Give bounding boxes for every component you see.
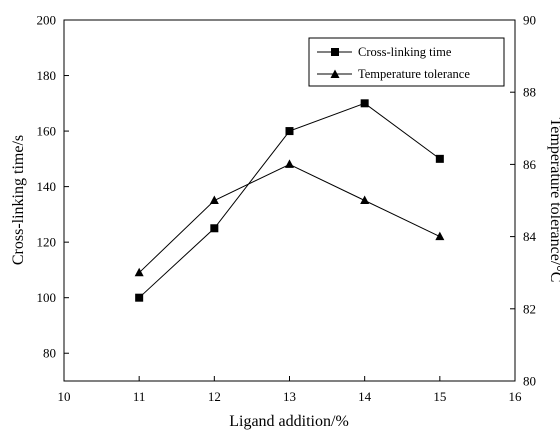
right-y-tick-label: 88 bbox=[523, 85, 536, 100]
x-axis-title: Ligand addition/% bbox=[229, 413, 349, 430]
right-y-tick-label: 86 bbox=[523, 157, 537, 172]
right-y-tick-label: 80 bbox=[523, 374, 536, 389]
legend-box bbox=[308, 37, 505, 87]
left-y-tick-label: 120 bbox=[37, 235, 57, 250]
legend-label-temperature: Temperature tolerance bbox=[358, 67, 470, 81]
left-y-tick-label: 100 bbox=[37, 290, 57, 305]
square-marker bbox=[360, 99, 369, 108]
triangle-marker bbox=[209, 195, 219, 204]
x-tick-label: 12 bbox=[208, 389, 221, 404]
x-tick-label: 13 bbox=[283, 389, 296, 404]
x-tick-label: 11 bbox=[133, 389, 146, 404]
legend-label-cross-linking: Cross-linking time bbox=[358, 45, 452, 59]
square-marker bbox=[210, 224, 219, 233]
triangle-marker bbox=[134, 267, 144, 277]
left-y-axis-title: Cross-linking time/s bbox=[10, 135, 27, 265]
left-y-tick-label: 160 bbox=[37, 124, 57, 139]
x-tick-label: 16 bbox=[509, 389, 523, 404]
left-y-tick-label: 180 bbox=[37, 68, 57, 83]
triangle-marker bbox=[435, 231, 445, 241]
right-y-tick-label: 82 bbox=[523, 301, 536, 316]
square-marker bbox=[285, 127, 294, 136]
legend-marker-triangle bbox=[330, 69, 340, 78]
axis-ticks: 10 11 12 13 14 15 1680100120140160180200808284… bbox=[37, 13, 537, 405]
triangle-marker bbox=[360, 195, 370, 204]
series-layer bbox=[134, 99, 445, 302]
left-y-tick-label: 140 bbox=[37, 179, 57, 194]
square-marker bbox=[435, 154, 444, 163]
legend: Cross-linking time Temperature tolerance bbox=[308, 37, 505, 87]
x-tick-label: 14 bbox=[358, 389, 372, 404]
left-y-tick-label: 200 bbox=[37, 13, 57, 28]
right-y-tick-label: 90 bbox=[523, 13, 536, 28]
right-y-tick-label: 84 bbox=[523, 229, 537, 244]
x-tick-label: 15 bbox=[433, 389, 446, 404]
legend-marker-square bbox=[331, 48, 339, 56]
x-tick-label: 10 bbox=[58, 389, 71, 404]
right-y-axis-title: Temperature tolerance/°C bbox=[547, 118, 560, 283]
square-marker bbox=[135, 293, 144, 302]
triangle-marker bbox=[285, 159, 294, 168]
left-y-tick-label: 80 bbox=[43, 346, 56, 361]
